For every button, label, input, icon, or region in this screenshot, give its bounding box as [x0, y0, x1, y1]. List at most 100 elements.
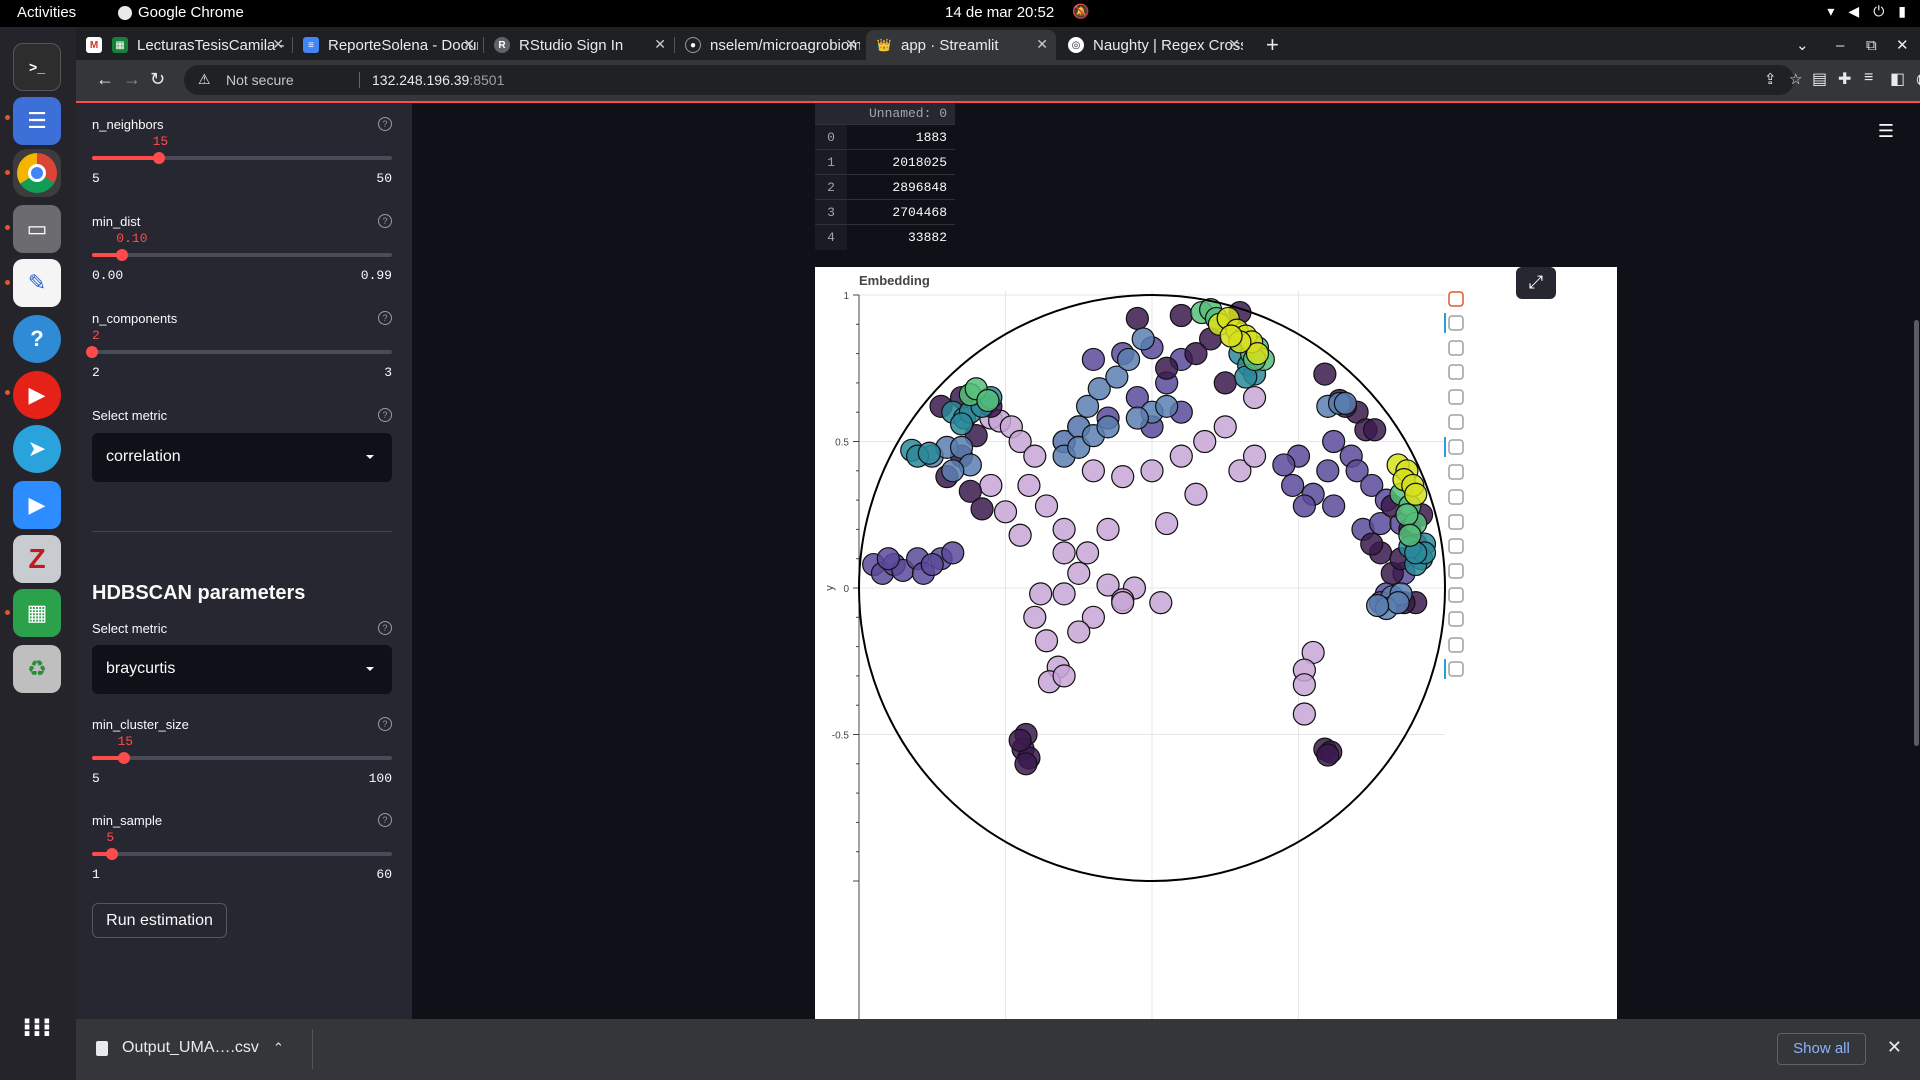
zoom-out-icon[interactable] — [1448, 514, 1464, 530]
bokeh-logo-icon[interactable] — [1448, 291, 1464, 307]
close-tab-icon[interactable]: ✕ — [845, 36, 857, 52]
chevron-up-icon[interactable]: ⌃ — [272, 1040, 284, 1055]
help-icon[interactable]: ? — [378, 214, 392, 228]
table-row[interactable]: 0 1883 — [815, 124, 955, 150]
table-row[interactable]: 3 2704468 — [815, 199, 955, 225]
zoom-in-icon[interactable] — [1448, 489, 1464, 505]
tap-icon[interactable] — [1448, 439, 1464, 455]
minimize-button[interactable]: – — [1836, 36, 1845, 54]
extensions-icon[interactable]: ✚ — [1838, 71, 1852, 88]
apps-grid-icon[interactable]: ⁝⁝⁝ — [22, 1011, 52, 1042]
zoom-icon[interactable]: ▶ — [13, 481, 61, 529]
media-icon[interactable]: ≡ — [1864, 69, 1874, 86]
reading-mode-icon[interactable]: ▤ — [1812, 71, 1828, 88]
run-estimation-button[interactable]: Run estimation — [92, 903, 227, 938]
system-tray[interactable]: ▾ ◀ ⏻ ▮ — [1827, 3, 1906, 20]
close-tab-icon[interactable]: ✕ — [654, 36, 666, 52]
tab-github[interactable]: ● nselem/microagrobioma ✕ — [675, 30, 865, 60]
poly-select-icon[interactable] — [1448, 464, 1464, 480]
dataframe-table[interactable]: Unnamed: 0 0 1883 1 2018025 2 2896848 3 2704… — [815, 103, 955, 251]
youtube-music-icon[interactable]: ▶ — [13, 371, 61, 419]
slider-track[interactable] — [86, 346, 392, 358]
profile-avatar-icon[interactable]: ◍ — [1916, 69, 1920, 89]
help-icon[interactable]: ? — [378, 311, 392, 325]
close-tab-icon[interactable]: ✕ — [1228, 36, 1240, 52]
help-icon[interactable]: ? — [378, 813, 392, 827]
redo-icon[interactable] — [1448, 563, 1464, 579]
download-item[interactable]: Output_UMA….csv ⌃ — [96, 1039, 284, 1057]
files-icon[interactable]: ▭ — [13, 205, 61, 253]
hdbscan-metric-select[interactable]: braycurtis — [92, 645, 392, 694]
back-icon[interactable]: ← — [96, 69, 114, 89]
close-tab-icon[interactable]: ✕ — [272, 36, 284, 52]
maximize-button[interactable]: ⧉ — [1866, 36, 1877, 54]
tab-reporte[interactable]: ≡ ReporteSolena - Documen✕ — [293, 30, 483, 60]
tab-regex[interactable]: ◎ Naughty | Regex Crosswo✕ — [1058, 30, 1248, 60]
help-icon[interactable]: ? — [378, 408, 392, 422]
close-download-shelf-icon[interactable]: ✕ — [1886, 1037, 1902, 1057]
box-select-icon[interactable] — [1448, 389, 1464, 405]
reload-icon[interactable]: ↻ — [150, 69, 166, 89]
hover-icon[interactable] — [1448, 637, 1464, 653]
slider-track[interactable] — [92, 848, 392, 860]
tab-search-button[interactable]: ⌄ — [1796, 37, 1809, 54]
spreadsheet-icon[interactable]: ▦ — [13, 589, 61, 637]
crosshair-icon[interactable] — [1448, 661, 1464, 677]
help-icon[interactable]: ? — [378, 717, 392, 731]
tab-lecturas[interactable]: ▦ LecturasTesisCamila - Hoj✕ — [102, 30, 292, 60]
wheel-zoom-icon[interactable] — [1448, 414, 1464, 430]
tab-rstudio[interactable]: R RStudio Sign In ✕ — [484, 30, 674, 60]
slider-handle[interactable] — [117, 752, 130, 764]
trash-icon[interactable]: ♻ — [13, 645, 61, 693]
slider-handle[interactable] — [116, 249, 129, 261]
zotero-icon[interactable]: Z — [13, 535, 61, 583]
activities-button[interactable]: Activities — [17, 4, 77, 21]
clock[interactable]: 14 de mar 20:52 — [945, 4, 1055, 21]
box-zoom-icon[interactable] — [1448, 364, 1464, 380]
tab-streamlit[interactable]: 👑 app · Streamlit ✕ — [866, 30, 1056, 60]
fullscreen-expand-button[interactable]: ⤢ — [1516, 267, 1556, 299]
share-icon[interactable]: ⇪ — [1764, 71, 1777, 88]
slider-track[interactable] — [92, 752, 392, 764]
slider-handle[interactable] — [86, 346, 98, 358]
close-tab-icon[interactable]: ✕ — [463, 36, 475, 52]
side-panel-icon[interactable]: ◧ — [1890, 71, 1906, 88]
slider-track[interactable] — [92, 249, 392, 261]
reset-icon[interactable] — [1448, 587, 1464, 603]
table-row[interactable]: 4 33882 — [815, 224, 955, 250]
help-icon[interactable]: ? — [378, 621, 392, 635]
url-text[interactable]: 132.248.196.39:8501 — [372, 72, 504, 88]
tab-gmail[interactable]: M — [76, 30, 102, 60]
table-row[interactable]: 1 2018025 — [815, 149, 955, 175]
tasks-icon[interactable]: ☰ — [13, 97, 61, 145]
omnibox[interactable]: ⚠ Not secure 132.248.196.39:8501 ⇪ ☆ — [184, 65, 1802, 95]
new-tab-button[interactable]: + — [1266, 32, 1279, 57]
help-icon[interactable]: ? — [13, 315, 61, 363]
close-tab-icon[interactable]: ✕ — [1036, 36, 1048, 52]
lasso-icon[interactable] — [1448, 340, 1464, 356]
close-window-button[interactable]: ✕ — [1896, 37, 1909, 54]
chart-svg[interactable]: 1 0.5 0 -0.5 y Embedding — [815, 267, 1617, 1019]
chrome-icon[interactable] — [13, 149, 61, 197]
undo-icon[interactable] — [1448, 538, 1464, 554]
security-label[interactable]: Not secure — [226, 72, 294, 88]
page-scrollbar[interactable] — [1914, 320, 1919, 746]
save-icon[interactable] — [1448, 611, 1464, 627]
forward-icon[interactable]: → — [123, 69, 141, 89]
telegram-icon[interactable]: ➤ — [13, 425, 61, 473]
pan-icon[interactable] — [1448, 315, 1464, 331]
text-editor-icon[interactable]: ✎ — [13, 259, 61, 307]
table-row[interactable]: 2 2896848 — [815, 174, 955, 200]
column-header[interactable]: Unnamed: 0 — [815, 103, 955, 124]
slider-track[interactable] — [92, 152, 392, 164]
show-all-button[interactable]: Show all — [1777, 1033, 1866, 1065]
slider-handle[interactable] — [106, 848, 119, 860]
umap-metric-select[interactable]: correlation — [92, 433, 392, 482]
slider-handle[interactable] — [152, 152, 165, 164]
bookmark-star-icon[interactable]: ☆ — [1789, 71, 1803, 88]
hamburger-menu-icon[interactable]: ☰ — [1877, 121, 1894, 141]
terminal-icon[interactable]: >_ — [13, 43, 61, 91]
active-app-menu[interactable]: Google Chrome — [118, 4, 244, 21]
embedding-chart[interactable]: 1 0.5 0 -0.5 y Embedding ⤢ — [815, 267, 1617, 1019]
help-icon[interactable]: ? — [378, 117, 392, 131]
